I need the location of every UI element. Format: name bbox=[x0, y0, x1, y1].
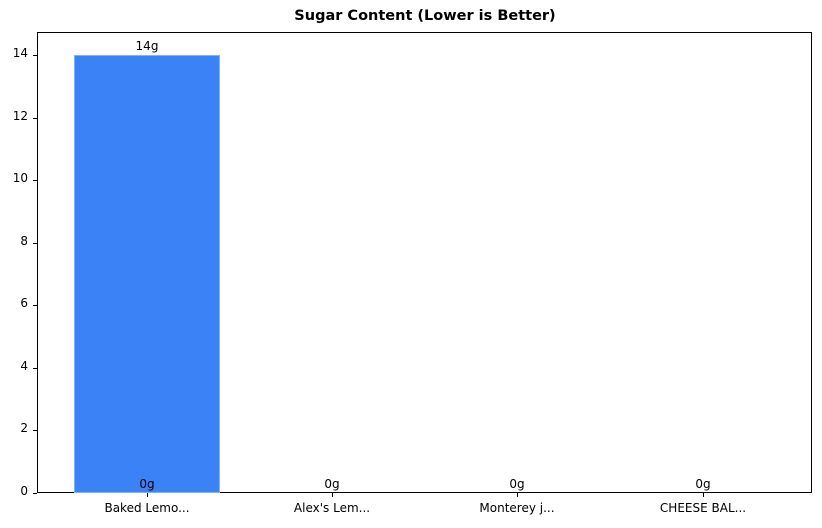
x-tick-mark bbox=[332, 493, 333, 497]
y-tick-mark bbox=[33, 55, 37, 56]
y-tick-mark bbox=[33, 493, 37, 494]
chart-title: Sugar Content (Lower is Better) bbox=[294, 8, 556, 24]
y-tick-mark bbox=[33, 180, 37, 182]
y-tick-mark bbox=[33, 242, 37, 244]
y-tick-mark bbox=[33, 367, 37, 369]
bar-base-label: 0g bbox=[139, 477, 155, 491]
y-tick-label: 6 bbox=[20, 296, 28, 311]
x-tick-mark bbox=[703, 493, 704, 497]
bar-base-label: 0g bbox=[695, 477, 711, 491]
x-tick-mark bbox=[147, 493, 148, 497]
x-tick-label: CHEESE BAL... bbox=[659, 501, 747, 515]
y-tick-label: 4 bbox=[20, 358, 28, 373]
y-tick-label: 14 bbox=[12, 46, 28, 60]
plot-area bbox=[37, 32, 812, 493]
y-tick-label: 0 bbox=[20, 484, 28, 498]
y-tick-label: 2 bbox=[20, 421, 28, 436]
y-tick-mark bbox=[33, 117, 37, 119]
bar-value-label: 14g bbox=[135, 39, 159, 53]
y-tick-mark bbox=[33, 305, 37, 307]
y-tick-label: 12 bbox=[12, 108, 28, 123]
bar bbox=[74, 55, 220, 493]
bar-base-label: 0g bbox=[324, 477, 340, 491]
x-tick-label: Alex's Lem... bbox=[293, 501, 371, 515]
x-tick-label: Monterey j... bbox=[479, 501, 555, 515]
y-tick-label: 8 bbox=[20, 233, 28, 248]
x-tick-mark bbox=[517, 493, 518, 497]
y-tick-label: 10 bbox=[12, 171, 28, 186]
x-tick-label: Baked Lemo... bbox=[104, 501, 190, 515]
bar-base-label: 0g bbox=[509, 477, 525, 491]
y-tick-mark bbox=[33, 430, 37, 432]
